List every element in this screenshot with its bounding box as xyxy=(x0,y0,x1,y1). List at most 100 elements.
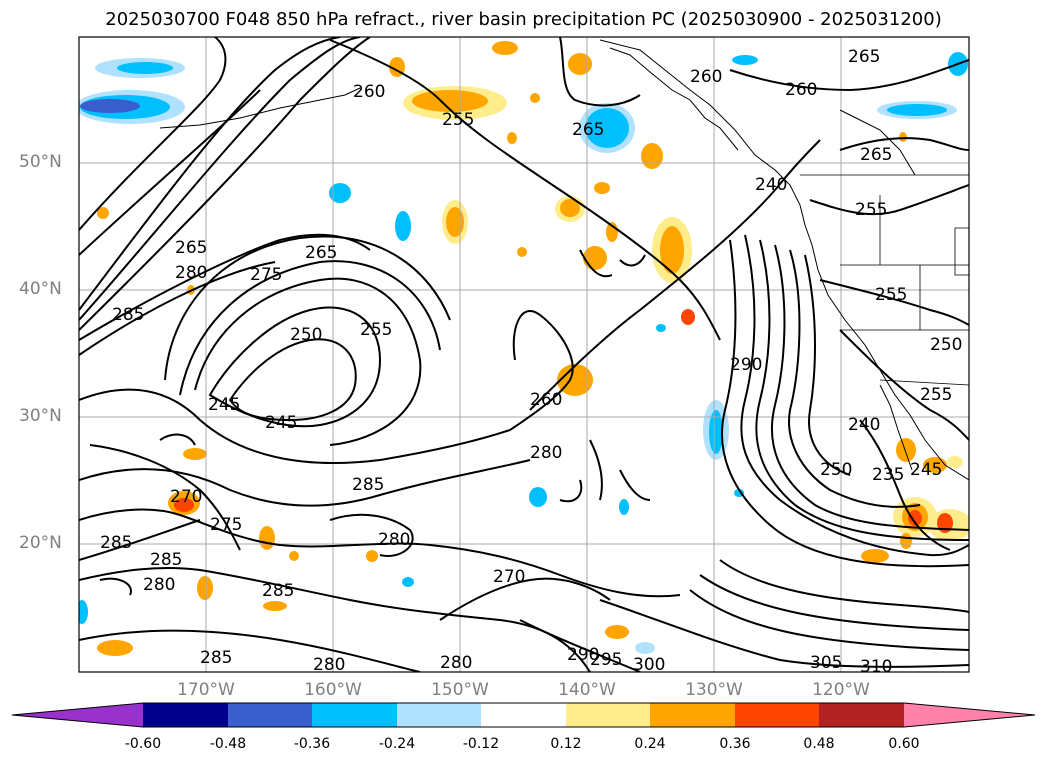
colorbar-swatch xyxy=(650,703,735,727)
precip-positive-area xyxy=(446,207,464,237)
refractivity-contour xyxy=(79,519,201,561)
contour-label: 265 xyxy=(175,238,207,258)
precip-positive-area xyxy=(560,199,580,217)
precip-positive-area xyxy=(896,438,916,462)
precip-positive-area xyxy=(97,640,133,656)
latitude-label: 40°N xyxy=(19,279,62,299)
colorbar-swatch xyxy=(566,703,650,727)
precip-positive-area xyxy=(530,93,540,103)
refractivity-contour xyxy=(804,254,851,476)
colorbar-tick-label: 0.12 xyxy=(550,736,582,752)
refractivity-contour xyxy=(79,89,261,256)
precip-positive-area xyxy=(660,226,684,274)
contour-label: 255 xyxy=(360,320,392,340)
colorbar-tick-label: -0.24 xyxy=(378,736,416,752)
refractivity-contours xyxy=(79,37,969,672)
aleutian-islands xyxy=(159,87,361,129)
contour-label: 280 xyxy=(313,655,345,675)
contour-label: 290 xyxy=(567,645,599,665)
colorbar-swatch xyxy=(481,703,566,727)
contour-label: 270 xyxy=(170,487,202,507)
contour-label: 250 xyxy=(930,335,962,355)
contour-label: 265 xyxy=(572,120,604,140)
contour-label: 285 xyxy=(352,475,384,495)
precip-positive-area xyxy=(517,247,527,257)
precip-positive-area xyxy=(289,551,299,561)
refractivity-contour xyxy=(329,39,721,341)
refractivity-contour xyxy=(79,261,276,356)
contour-label: 290 xyxy=(730,355,762,375)
refractivity-contour xyxy=(699,574,969,631)
contour-label: 305 xyxy=(810,653,842,673)
precip-positive-area xyxy=(183,448,207,460)
precip-positive-area xyxy=(641,143,663,169)
precip-positive-area xyxy=(900,533,912,549)
precip-positive-area xyxy=(174,498,194,512)
precip-positive-area xyxy=(899,132,907,142)
precip-negative-area xyxy=(887,104,947,116)
refractivity-contour xyxy=(228,338,357,422)
refractivity-contour xyxy=(329,513,414,557)
precip-negative-area xyxy=(329,183,351,203)
contour-label: 280 xyxy=(143,575,175,595)
refractivity-contour xyxy=(740,234,969,557)
contour-label: 260 xyxy=(353,82,385,102)
contour-label: 285 xyxy=(112,305,144,325)
longitude-label: 130°W xyxy=(685,680,743,700)
us-mexico-border xyxy=(879,379,969,386)
longitude-label: 150°W xyxy=(431,680,489,700)
map-content: 265 260 255 265 265 265 260 260 265 285 … xyxy=(79,37,969,675)
contour-label: 285 xyxy=(150,550,182,570)
refractivity-contour xyxy=(79,567,591,672)
colorbar-swatch xyxy=(819,703,904,727)
precip-negative-area xyxy=(619,499,629,515)
coastline xyxy=(599,39,969,481)
colorbar-swatch xyxy=(228,703,312,727)
precip-positive-area xyxy=(263,601,287,611)
contour-label: 280 xyxy=(530,443,562,463)
contour-label: 250 xyxy=(820,460,852,480)
map-frame xyxy=(78,36,970,673)
precip-negative-area xyxy=(585,108,629,148)
refractivity-contour xyxy=(529,139,821,411)
refractivity-contour xyxy=(755,239,969,541)
refractivity-contour xyxy=(719,559,969,613)
refractivity-contour xyxy=(99,433,196,596)
contour-label: 255 xyxy=(875,285,907,305)
refractivity-contour xyxy=(208,306,382,428)
contour-label: 265 xyxy=(860,145,892,165)
refractivity-contour xyxy=(164,235,451,381)
precip-positive-area xyxy=(197,576,213,600)
contour-label: 240 xyxy=(755,175,787,195)
colorbar-swatch xyxy=(312,703,397,727)
contour-label: 280 xyxy=(378,530,410,550)
precip-negative-area xyxy=(635,642,655,654)
precip-positive-area xyxy=(681,309,695,325)
contour-label: 280 xyxy=(175,263,207,283)
precip-positive-area xyxy=(594,182,610,194)
precip-negative-area xyxy=(117,62,173,74)
contour-label: 285 xyxy=(200,648,232,668)
latitude-label: 30°N xyxy=(19,406,62,426)
colorbar-tick-label: -0.48 xyxy=(209,736,247,752)
state-borders xyxy=(954,227,969,276)
refractivity-contour xyxy=(79,37,371,331)
longitude-label: 140°W xyxy=(558,680,616,700)
contour-label: 240 xyxy=(848,415,880,435)
contour-label: 285 xyxy=(262,581,294,601)
contour-label: 260 xyxy=(690,67,722,87)
refractivity-contour xyxy=(689,589,969,651)
contour-label: 235 xyxy=(872,465,904,485)
contour-label: 275 xyxy=(250,265,282,285)
refractivity-contour xyxy=(79,388,511,465)
contour-label: 260 xyxy=(785,80,817,100)
refractivity-contour xyxy=(79,629,421,672)
contour-label: 265 xyxy=(848,47,880,67)
graticule xyxy=(79,37,969,672)
refractivity-contour xyxy=(729,59,969,92)
contour-label: 245 xyxy=(265,413,297,433)
precip-positive-area xyxy=(947,456,963,468)
refractivity-contour xyxy=(859,419,951,551)
contour-label: 255 xyxy=(855,200,887,220)
precip-negative-area xyxy=(732,55,758,65)
